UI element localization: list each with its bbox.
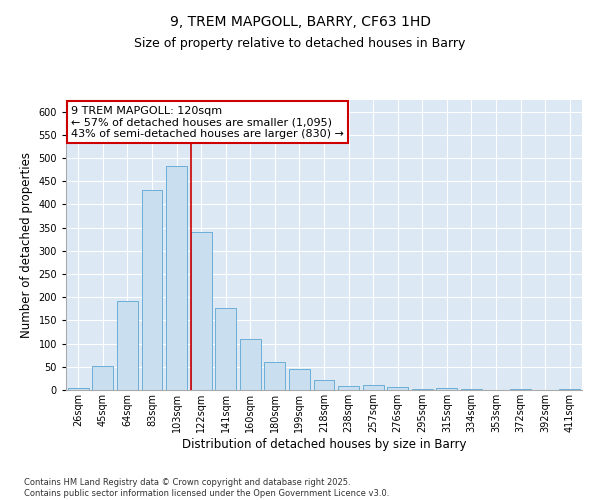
Text: Size of property relative to detached houses in Barry: Size of property relative to detached ho… bbox=[134, 38, 466, 51]
Bar bbox=[461, 389, 482, 390]
Bar bbox=[338, 386, 359, 390]
Bar bbox=[191, 232, 212, 390]
Bar bbox=[166, 166, 187, 390]
Bar bbox=[240, 339, 261, 390]
Bar bbox=[314, 380, 334, 390]
Text: 9 TREM MAPGOLL: 120sqm
← 57% of detached houses are smaller (1,095)
43% of semi-: 9 TREM MAPGOLL: 120sqm ← 57% of detached… bbox=[71, 106, 344, 139]
Bar bbox=[412, 389, 433, 390]
X-axis label: Distribution of detached houses by size in Barry: Distribution of detached houses by size … bbox=[182, 438, 466, 451]
Bar bbox=[387, 387, 408, 390]
Bar bbox=[265, 362, 286, 390]
Text: 9, TREM MAPGOLL, BARRY, CF63 1HD: 9, TREM MAPGOLL, BARRY, CF63 1HD bbox=[170, 15, 431, 29]
Text: Contains HM Land Registry data © Crown copyright and database right 2025.
Contai: Contains HM Land Registry data © Crown c… bbox=[24, 478, 389, 498]
Bar bbox=[289, 369, 310, 390]
Bar bbox=[92, 366, 113, 390]
Bar bbox=[117, 302, 138, 390]
Bar bbox=[436, 388, 457, 390]
Bar bbox=[559, 389, 580, 390]
Bar bbox=[142, 190, 163, 390]
Bar bbox=[215, 308, 236, 390]
Y-axis label: Number of detached properties: Number of detached properties bbox=[20, 152, 33, 338]
Bar bbox=[510, 389, 531, 390]
Bar bbox=[68, 388, 89, 390]
Bar bbox=[362, 385, 383, 390]
